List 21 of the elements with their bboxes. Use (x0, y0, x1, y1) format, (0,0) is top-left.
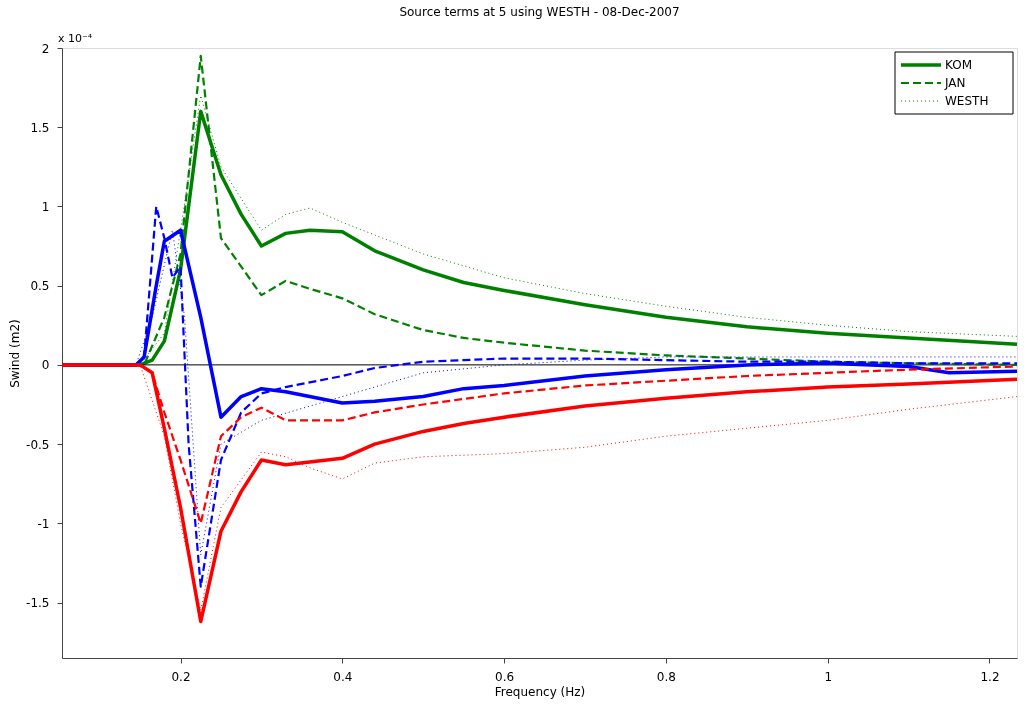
y-tick-label: 2 (41, 41, 50, 56)
y-tick-label: -0.5 (26, 437, 50, 452)
x-tick-label: 0.2 (171, 669, 191, 684)
y-tick-label: 1.5 (30, 120, 50, 135)
y-axis-title: Swind (m2) (8, 319, 23, 388)
x-axis-title: Frequency (Hz) (494, 684, 586, 699)
y-tick-label: -1 (37, 516, 50, 531)
text: x 10⁻⁴ (58, 32, 93, 45)
y-tick-label: 0.5 (30, 279, 50, 294)
chart-title: Source terms at 5 using WESTH - 08-Dec-2007 (399, 5, 680, 19)
y-tick-label: -1.5 (26, 596, 50, 611)
x-tick-label: 1.2 (980, 669, 1000, 684)
x-tick-label: 1 (824, 669, 833, 684)
y-tick-label: 1 (41, 199, 50, 214)
x-tick-label: 0.8 (656, 669, 676, 684)
legend-label: KOM (945, 58, 973, 72)
y-tick-label: 0 (41, 358, 50, 373)
x-tick-label: 0.4 (333, 669, 353, 684)
x-tick-label: 0.6 (495, 669, 515, 684)
legend-label: WESTH (945, 94, 989, 108)
legend-label: JAN (944, 76, 966, 90)
